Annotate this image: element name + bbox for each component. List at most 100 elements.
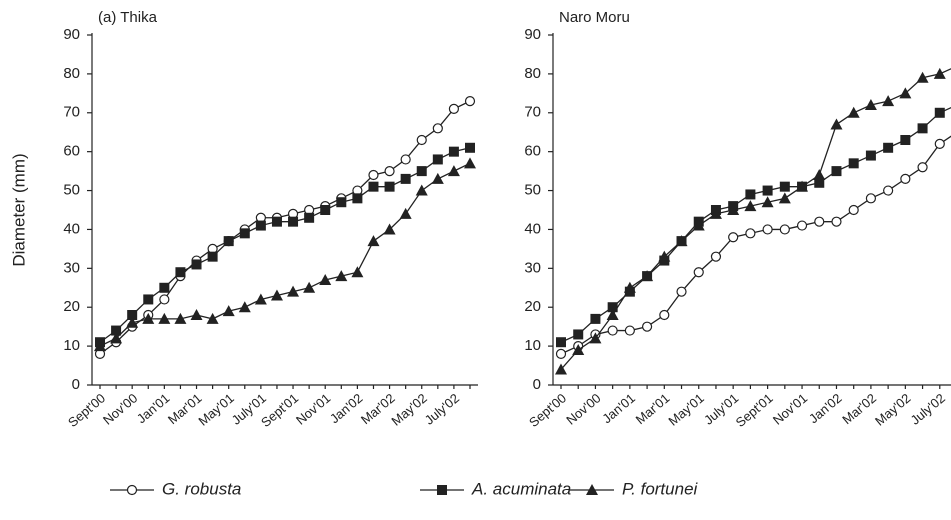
series-line: [560, 68, 951, 370]
data-point: [127, 310, 138, 320]
x-tick-label: Mar'02: [839, 390, 879, 427]
y-tick-label: 0: [533, 376, 541, 393]
x-tick-label: May'01: [195, 390, 236, 428]
data-point: [368, 169, 379, 181]
data-point: [287, 285, 300, 297]
data-point: [464, 96, 476, 107]
data-point: [319, 274, 332, 285]
y-tick-label: 90: [63, 26, 80, 43]
data-point: [831, 166, 842, 177]
data-point: [415, 184, 428, 196]
y-tick-label: 0: [72, 376, 80, 393]
data-point: [933, 67, 946, 79]
data-point: [847, 106, 860, 118]
data-point: [693, 267, 704, 278]
y-tick-label: 80: [63, 65, 80, 82]
series-line: [99, 100, 471, 355]
data-point: [934, 107, 945, 118]
data-point: [865, 193, 877, 204]
data-point: [447, 165, 460, 177]
data-point: [864, 99, 877, 110]
x-tick-label: Nov'01: [293, 390, 333, 427]
data-point: [94, 340, 106, 352]
data-point: [320, 205, 331, 215]
data-point: [641, 321, 653, 332]
data-point: [367, 235, 380, 247]
data-point: [174, 312, 187, 324]
data-point: [368, 181, 379, 192]
data-point: [303, 281, 316, 293]
data-point: [761, 196, 774, 208]
data-point: [255, 220, 266, 231]
panel-title: Naro Moru: [559, 9, 630, 26]
data-point: [590, 313, 601, 324]
data-point: [641, 270, 654, 282]
data-point: [335, 270, 348, 282]
data-point: [207, 251, 218, 262]
data-point: [762, 185, 773, 196]
data-point: [744, 200, 757, 212]
legend-marker: [586, 484, 598, 495]
y-tick-label: 10: [524, 337, 541, 354]
series-line: [560, 106, 951, 343]
data-point: [556, 337, 566, 348]
data-point: [158, 312, 171, 324]
y-tick-label: 70: [63, 104, 80, 121]
x-tick-label: Sept'01: [258, 390, 301, 430]
data-point: [143, 294, 154, 305]
data-point: [831, 216, 842, 227]
data-point: [917, 123, 928, 134]
data-point: [745, 228, 756, 239]
data-point: [352, 193, 363, 204]
series-line: [99, 147, 471, 343]
data-point: [917, 162, 928, 173]
data-point: [745, 189, 756, 200]
data-point: [882, 95, 895, 107]
legend-marker: [126, 484, 138, 496]
x-tick-label: Nov'01: [770, 390, 810, 427]
y-tick-label: 80: [524, 65, 541, 82]
data-point: [238, 301, 251, 313]
data-point: [606, 309, 619, 320]
data-point: [432, 123, 443, 134]
data-point: [623, 281, 636, 293]
data-point: [431, 172, 444, 184]
data-point: [900, 173, 911, 184]
data-point: [384, 166, 395, 177]
data-point: [384, 181, 395, 192]
data-point: [555, 348, 567, 359]
data-point: [336, 197, 347, 208]
data-point: [239, 228, 250, 239]
y-tick-label: 10: [63, 337, 80, 354]
x-tick-label: May'02: [388, 390, 429, 428]
legend-label: A. acuminata: [471, 479, 571, 498]
series-line: [560, 135, 951, 355]
data-point: [399, 207, 412, 219]
y-tick-label: 20: [524, 298, 541, 315]
data-point: [383, 223, 396, 235]
data-point: [899, 87, 912, 99]
y-tick-label: 90: [524, 26, 541, 43]
data-point: [206, 312, 219, 324]
data-point: [190, 309, 203, 320]
data-point: [675, 235, 688, 247]
data-point: [659, 309, 670, 321]
data-point: [573, 329, 584, 340]
data-point: [432, 154, 443, 165]
data-point: [883, 142, 894, 153]
data-point: [159, 282, 170, 293]
data-point: [934, 138, 945, 149]
x-tick-label: Jan'02: [806, 390, 845, 426]
data-point: [110, 332, 123, 344]
y-tick-label: 50: [524, 182, 541, 199]
data-point: [111, 325, 122, 336]
data-point: [126, 316, 139, 328]
data-point: [778, 192, 791, 204]
data-point: [351, 266, 364, 278]
data-point: [710, 251, 722, 262]
legend-label: G. robusta: [162, 479, 241, 498]
data-point: [728, 232, 739, 243]
data-point: [709, 207, 722, 219]
data-point: [448, 146, 459, 157]
